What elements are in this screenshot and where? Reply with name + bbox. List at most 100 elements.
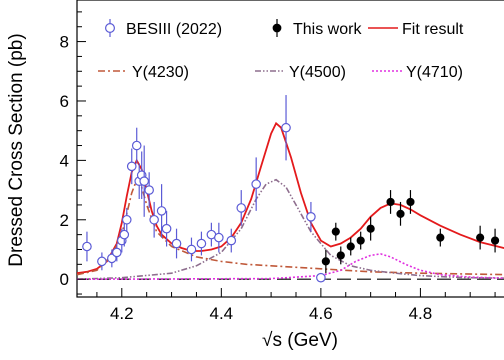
- data-point-besiii: [112, 243, 122, 262]
- y-tick-label: 2: [60, 211, 69, 230]
- data-point-besiii: [82, 231, 92, 262]
- marker: [97, 256, 107, 267]
- data-point-this-work: [406, 190, 415, 214]
- marker: [214, 232, 224, 243]
- marker: [316, 272, 326, 283]
- marker: [156, 206, 167, 216]
- data-point-besiii: [121, 207, 132, 232]
- data-point-besiii: [281, 95, 291, 161]
- data-point-this-work: [490, 228, 500, 253]
- data-point-this-work: [346, 237, 355, 256]
- data-point-this-work: [396, 201, 405, 226]
- marker: [386, 197, 395, 207]
- curve-y-4710-: [77, 253, 504, 280]
- legend-label: Y(4710): [406, 64, 463, 81]
- data-point-besiii: [139, 145, 149, 217]
- curve-y-4500-: [77, 178, 504, 280]
- data-point-besiii: [149, 201, 159, 238]
- marker: [126, 161, 137, 172]
- data-point-besiii: [186, 237, 197, 262]
- marker: [366, 224, 375, 233]
- data-points: [82, 95, 500, 283]
- legend-entry: This work: [272, 19, 362, 38]
- marker: [331, 227, 340, 236]
- marker: [476, 233, 485, 242]
- data-point-besiii: [144, 172, 154, 208]
- legend-label: Y(4230): [132, 64, 189, 81]
- data-point-besiii: [171, 228, 182, 259]
- data-point-this-work: [386, 190, 395, 214]
- data-point-this-work: [366, 216, 375, 241]
- plot-frame: [76, 0, 504, 298]
- legend-swatch-marker: [272, 23, 282, 33]
- legend-label: Fit result: [402, 21, 464, 38]
- data-point-besiii: [316, 272, 326, 283]
- data-point-besiii: [97, 252, 107, 271]
- marker: [396, 209, 405, 218]
- marker: [144, 185, 154, 195]
- marker: [149, 214, 159, 225]
- data-point-this-work: [436, 228, 445, 247]
- data-point-this-work: [321, 249, 330, 274]
- marker: [171, 238, 182, 249]
- legend-label: Y(4500): [289, 64, 346, 81]
- legend-label: BESIII (2022): [126, 21, 222, 38]
- data-point-besiii: [119, 222, 130, 247]
- marker: [186, 244, 197, 255]
- x-axis-label: √s (GeV): [262, 330, 338, 351]
- marker: [436, 233, 445, 242]
- data-point-besiii: [126, 148, 137, 185]
- marker: [336, 251, 345, 260]
- data-point-besiii: [131, 127, 142, 164]
- marker: [196, 238, 207, 249]
- marker: [121, 214, 132, 225]
- marker: [119, 229, 130, 240]
- marker: [490, 236, 500, 245]
- marker: [139, 176, 149, 186]
- data-point-besiii: [306, 201, 316, 232]
- legend-label: This work: [293, 21, 362, 38]
- y-tick-label: 6: [60, 92, 69, 111]
- data-point-this-work: [476, 225, 485, 250]
- marker: [281, 122, 291, 133]
- legend: BESIII (2022) This work Fit result Y(4230) Y…: [98, 19, 464, 81]
- marker: [161, 223, 172, 234]
- data-point-besiii: [226, 228, 237, 253]
- marker: [236, 203, 247, 213]
- legend-entry: Y(4230): [98, 64, 189, 81]
- marker: [406, 197, 415, 207]
- data-point-besiii: [196, 231, 207, 256]
- x-tick-label: 4.4: [210, 304, 234, 323]
- y-tick-label: 0: [60, 270, 69, 289]
- marker: [226, 235, 237, 246]
- legend-entry: Y(4500): [255, 64, 346, 81]
- data-point-besiii: [236, 190, 247, 226]
- marker: [251, 179, 261, 189]
- marker: [306, 212, 316, 222]
- legend-entry: Y(4710): [372, 64, 463, 81]
- x-tick-label: 4.8: [409, 304, 433, 323]
- data-point-besiii: [251, 157, 261, 211]
- data-point-besiii: [214, 222, 224, 253]
- data-point-besiii: [156, 184, 167, 238]
- legend-entry: BESIII (2022): [104, 19, 222, 38]
- data-point-this-work: [336, 246, 345, 265]
- marker: [112, 247, 122, 258]
- x-tick-label: 4.2: [110, 304, 134, 323]
- data-point-this-work: [356, 231, 365, 250]
- marker: [321, 257, 330, 266]
- marker: [82, 241, 92, 252]
- curve-y-4230-: [77, 177, 504, 276]
- y-tick-label: 4: [60, 151, 69, 170]
- legend-swatch-marker: [104, 23, 115, 34]
- axes: 4.2 4.4 4.6 4.8 0 2 4 6 8: [60, 11, 496, 323]
- marker: [131, 140, 142, 151]
- data-point-besiii: [206, 222, 217, 247]
- marker: [346, 242, 355, 251]
- y-axis-label: Dressed Cross Section (pb): [6, 33, 27, 266]
- plot-area: [76, 0, 504, 298]
- legend-entry: Fit result: [368, 21, 464, 38]
- x-tick-label: 4.6: [309, 304, 333, 323]
- marker: [356, 236, 365, 245]
